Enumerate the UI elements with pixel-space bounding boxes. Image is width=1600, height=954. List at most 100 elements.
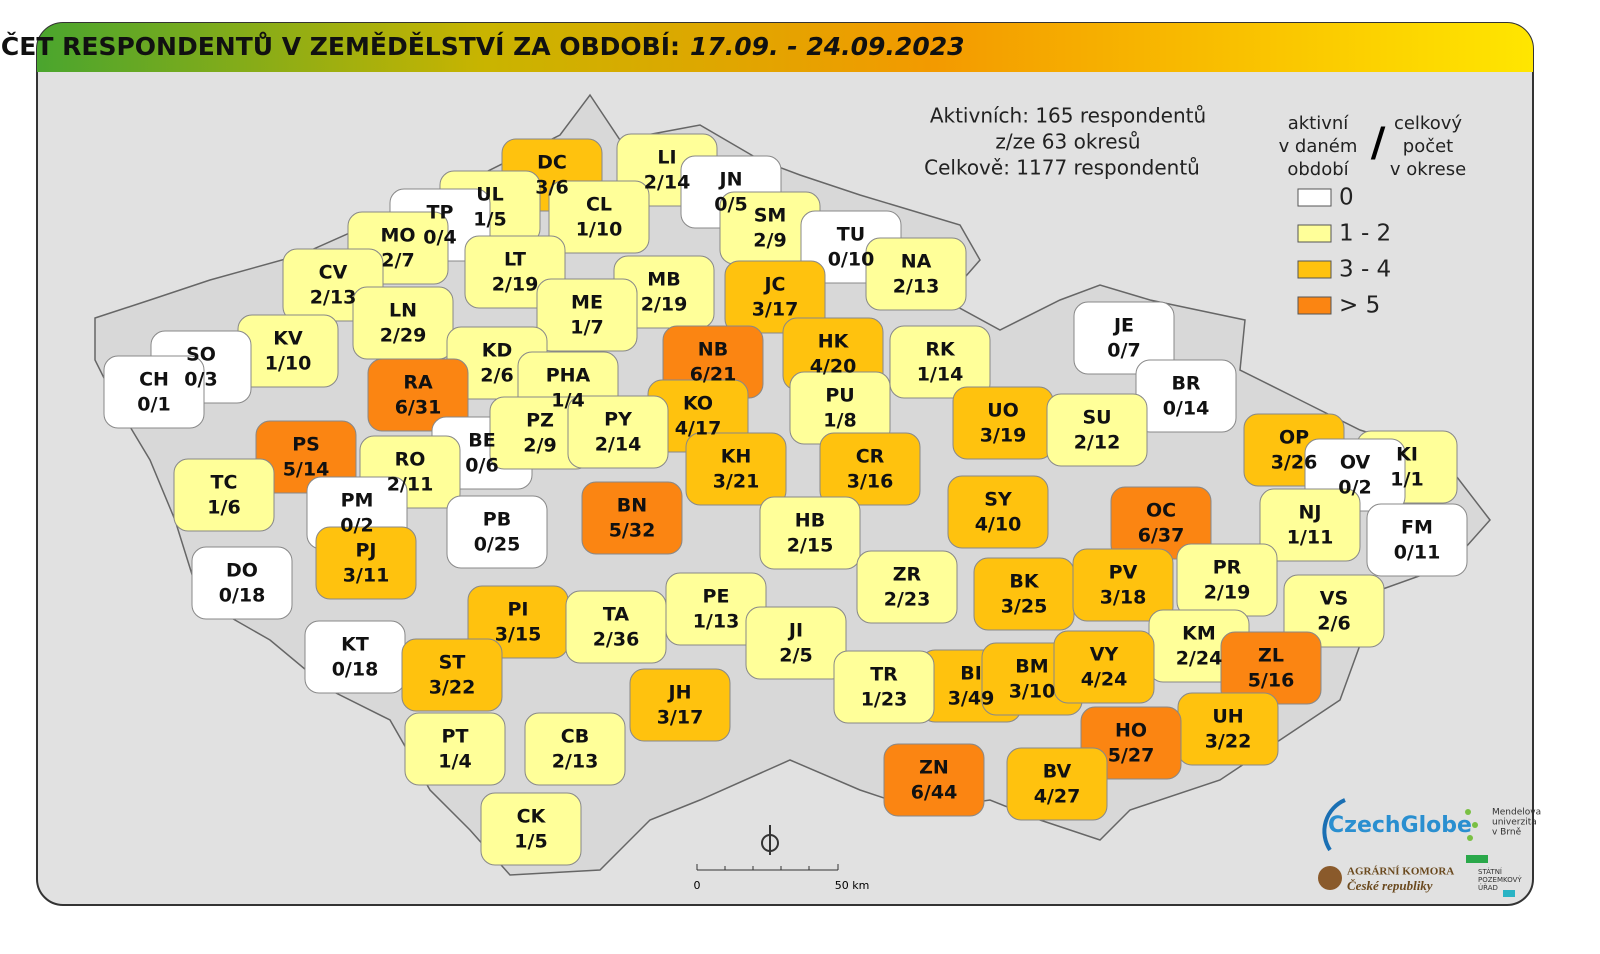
district-count: 2/11 (387, 474, 434, 496)
district-count: 4/20 (810, 356, 857, 378)
district (724, 260, 826, 334)
district-count: 2/19 (641, 294, 688, 316)
district-code: JI (787, 620, 803, 642)
district (581, 481, 683, 555)
district (1366, 503, 1468, 577)
legend-label: 1 - 2 (1339, 221, 1391, 247)
district-code: HO (1115, 720, 1147, 742)
logo-dot (1472, 822, 1478, 828)
district (567, 395, 669, 469)
district-code: SM (754, 205, 787, 227)
district-code: MO (380, 225, 415, 247)
district-code: TU (837, 224, 865, 246)
district-code: BE (468, 430, 495, 452)
district-code: LT (504, 249, 526, 271)
district (1006, 747, 1108, 821)
district (352, 286, 454, 360)
district-code: JC (762, 274, 785, 296)
district-count: 3/49 (948, 688, 995, 710)
district-code: PB (483, 509, 511, 531)
district-count: 0/11 (1394, 542, 1441, 564)
legend-swatch (1297, 188, 1332, 207)
logo-spu: STÁTNÍ (1478, 867, 1502, 876)
district-count: 3/18 (1100, 587, 1147, 609)
district (103, 355, 205, 429)
district-code: NA (901, 251, 932, 273)
district-code: CR (856, 446, 885, 468)
district (237, 314, 339, 388)
title: POČET RESPONDENTŮ V ZEMĚDĚLSTVÍ ZA OBDOB… (0, 31, 680, 61)
district (856, 550, 958, 624)
district-count: 0/1 (137, 394, 170, 416)
district-code: PI (508, 599, 529, 621)
logo-mendelu: univerzita (1492, 818, 1537, 828)
district-count: 0/25 (474, 534, 521, 556)
district-count: 3/16 (847, 471, 894, 493)
district-count: 2/24 (1176, 648, 1223, 670)
district-count: 6/44 (911, 782, 958, 804)
district-code: KI (1396, 444, 1418, 466)
district-count: 1/10 (265, 353, 312, 375)
district-count: 2/29 (380, 325, 427, 347)
district-code: UL (476, 184, 504, 206)
logo-dot (1467, 835, 1473, 841)
district-count: 0/18 (332, 659, 379, 681)
scale-label: 0 (694, 879, 701, 892)
district-code: KH (721, 446, 752, 468)
legend-left: v daném (1279, 136, 1358, 157)
district-code: KV (273, 328, 303, 350)
district-code: RK (925, 339, 956, 361)
district (1283, 574, 1385, 648)
district-code: CL (586, 194, 612, 216)
district (685, 432, 787, 506)
district-count: 3/19 (980, 425, 1027, 447)
logo-spu-mark (1503, 890, 1515, 897)
district-count: 2/13 (893, 276, 940, 298)
district (889, 325, 991, 399)
district-code: DC (537, 152, 567, 174)
legend-label: > 5 (1339, 293, 1380, 319)
district-code: ZR (893, 564, 922, 586)
legend-swatch (1297, 296, 1332, 315)
district (255, 420, 357, 494)
logo-spu: POZEMKOVÝ (1478, 875, 1522, 884)
district (1072, 548, 1174, 622)
district-count: 3/21 (713, 471, 760, 493)
district-count: 2/12 (1074, 432, 1121, 454)
district-code: PM (341, 490, 374, 512)
district-count: 4/24 (1081, 669, 1128, 691)
district-count: 2/23 (884, 589, 931, 611)
district (315, 526, 417, 600)
logo-komora: AGRÁRNÍ KOMORA (1347, 866, 1454, 878)
district-code: TR (870, 664, 898, 686)
district-code: KT (341, 634, 369, 656)
district-count: 1/1 (1390, 469, 1423, 491)
district (883, 743, 985, 817)
district-count: 5/27 (1108, 745, 1155, 767)
district-code: TP (427, 202, 454, 224)
district-code: CH (139, 369, 169, 391)
district-code: ST (439, 652, 466, 674)
district (401, 638, 503, 712)
district (629, 668, 731, 742)
district-code: BV (1043, 761, 1072, 783)
legend-right: počet (1403, 136, 1453, 157)
district-code: PY (604, 409, 632, 431)
legend-label: 0 (1339, 185, 1354, 211)
district-code: SO (186, 344, 216, 366)
district-count: 2/6 (1317, 613, 1350, 635)
district-code: PV (1109, 562, 1138, 584)
district-code: PE (703, 586, 730, 608)
district (745, 606, 847, 680)
district-code: MB (647, 269, 680, 291)
logo-czechglobe: CzechGlobe (1328, 813, 1472, 838)
district-code: DO (226, 560, 258, 582)
district-count: 1/5 (473, 209, 506, 231)
district (1135, 359, 1237, 433)
district (173, 458, 275, 532)
title-bar (37, 23, 1533, 72)
district (973, 557, 1075, 631)
district-count: 4/27 (1034, 786, 1081, 808)
logo-mendelu: Mendelova (1492, 808, 1541, 818)
